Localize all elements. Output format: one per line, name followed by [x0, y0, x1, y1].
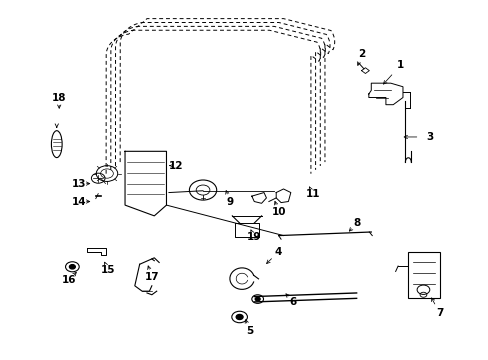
Text: 1: 1	[396, 60, 404, 70]
Text: 2: 2	[357, 49, 365, 59]
Polygon shape	[368, 83, 402, 105]
Text: 19: 19	[246, 232, 261, 242]
Polygon shape	[87, 248, 106, 255]
Polygon shape	[234, 223, 259, 237]
Text: 4: 4	[274, 247, 282, 257]
Text: 9: 9	[226, 197, 233, 207]
Text: 8: 8	[352, 218, 360, 228]
Circle shape	[236, 315, 243, 319]
Text: 10: 10	[271, 207, 285, 217]
Text: 17: 17	[144, 272, 159, 282]
Circle shape	[255, 297, 260, 301]
Text: 6: 6	[289, 297, 296, 307]
Polygon shape	[125, 151, 166, 216]
Text: 5: 5	[245, 325, 252, 336]
Text: 14: 14	[71, 197, 86, 207]
Text: 16: 16	[61, 275, 76, 285]
Polygon shape	[276, 189, 290, 203]
Text: 18: 18	[52, 93, 66, 103]
Ellipse shape	[51, 131, 62, 158]
Text: 13: 13	[71, 179, 86, 189]
Text: 11: 11	[305, 189, 319, 199]
Text: 3: 3	[426, 132, 432, 142]
Text: 12: 12	[169, 161, 183, 171]
Circle shape	[69, 265, 75, 269]
Text: 7: 7	[435, 308, 442, 318]
Polygon shape	[251, 193, 266, 203]
Text: 15: 15	[101, 265, 115, 275]
Bar	[407, 252, 439, 298]
